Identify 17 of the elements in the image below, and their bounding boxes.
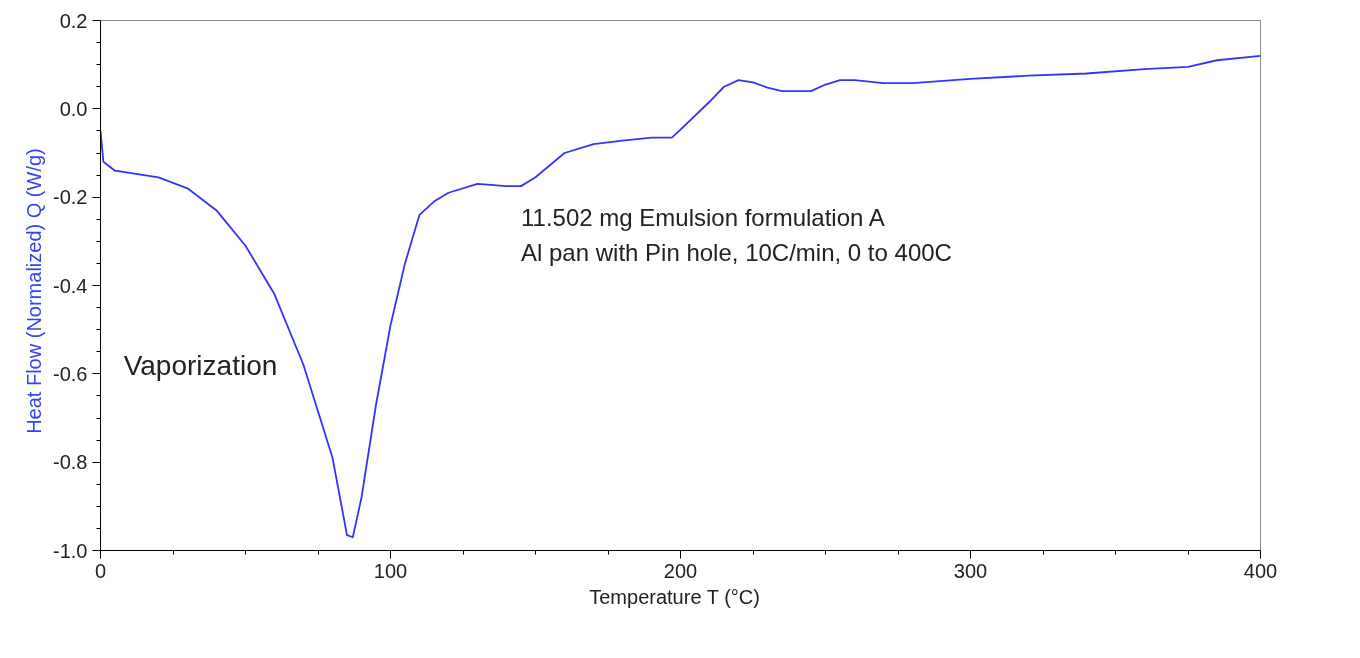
y-tick-label: -0.8	[53, 451, 88, 474]
x-tick-label: 200	[663, 559, 698, 582]
y-tick-label: -0.6	[53, 362, 88, 385]
y-tick-label: 0.0	[59, 97, 88, 120]
annotation: 11.502 mg Emulsion formulation A Al pan with Pin hole, 10C/min, 0 to 400C	[521, 203, 952, 266]
y-axis-title: Heat Flow (Normalized) Q (W/g)	[23, 148, 46, 434]
x-tick-label: 100	[373, 559, 408, 582]
x-tick-label: 0	[94, 559, 107, 582]
y-tick-label: 0.2	[59, 9, 88, 32]
line-series	[100, 54, 1261, 539]
y-tick-label: -0.4	[53, 274, 88, 297]
y-tick-label: -1.0	[53, 539, 88, 562]
x-axis-title: Temperature T (°C)	[589, 585, 760, 608]
x-tick-label: 400	[1243, 559, 1278, 582]
annotation: Vaporization	[123, 349, 278, 381]
x-tick-label: 300	[953, 559, 988, 582]
y-tick-label: -0.2	[53, 186, 88, 209]
